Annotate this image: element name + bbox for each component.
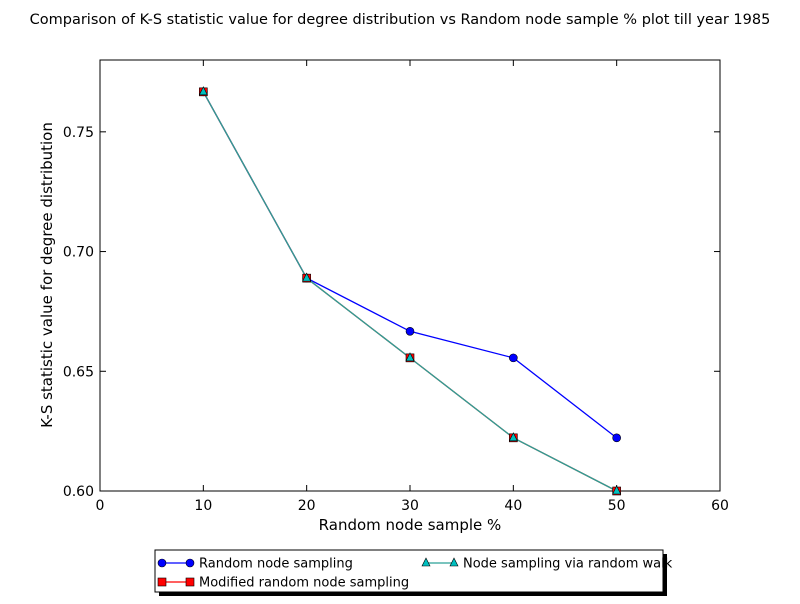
legend-marker — [157, 577, 167, 587]
y-tick-label: 0.60 — [63, 484, 94, 500]
y-tick-label: 0.65 — [63, 364, 94, 380]
data-point-circle — [612, 433, 621, 443]
x-tick-label: 30 — [401, 498, 419, 514]
x-tick-label: 40 — [504, 498, 522, 514]
data-point-triangle — [508, 432, 518, 442]
legend-marker — [449, 557, 459, 567]
legend-label: Modified random node sampling — [199, 576, 409, 591]
x-tick-label: 10 — [194, 498, 212, 514]
x-tick-label: 50 — [608, 498, 626, 514]
data-point-triangle — [405, 352, 415, 362]
data-point-triangle — [198, 86, 208, 96]
y-tick-label: 0.75 — [63, 125, 94, 141]
data-point-triangle — [612, 485, 622, 495]
series-markers — [198, 86, 622, 496]
data-point-circle — [405, 326, 415, 336]
x-tick-label: 0 — [96, 498, 105, 514]
plot-frame — [99, 59, 721, 492]
data-point-triangle — [302, 272, 312, 282]
y-axis-label: K-S statistic value for degree distribut… — [38, 122, 56, 428]
x-axis: 0 10 20 30 40 50 60 — [96, 60, 729, 514]
legend-marker — [185, 558, 195, 568]
x-tick-label: 60 — [711, 498, 729, 514]
legend: Random node sampling Modified random node… — [154, 549, 673, 596]
y-tick-label: 0.70 — [63, 245, 94, 261]
x-tick-label: 20 — [298, 498, 316, 514]
y-axis: 0.60 0.65 0.70 0.75 — [63, 125, 720, 500]
legend-label: Node sampling via random walk — [463, 557, 673, 572]
data-point-circle — [509, 353, 518, 363]
series-layer — [198, 86, 622, 496]
legend-label: Random node sampling — [199, 557, 353, 572]
legend-marker — [157, 558, 167, 568]
legend-box — [154, 549, 664, 593]
legend-marker — [421, 557, 431, 567]
chart-title: Comparison of K-S statistic value for de… — [30, 12, 771, 28]
x-axis-label: Random node sample % — [319, 516, 502, 534]
legend-marker — [185, 577, 195, 587]
